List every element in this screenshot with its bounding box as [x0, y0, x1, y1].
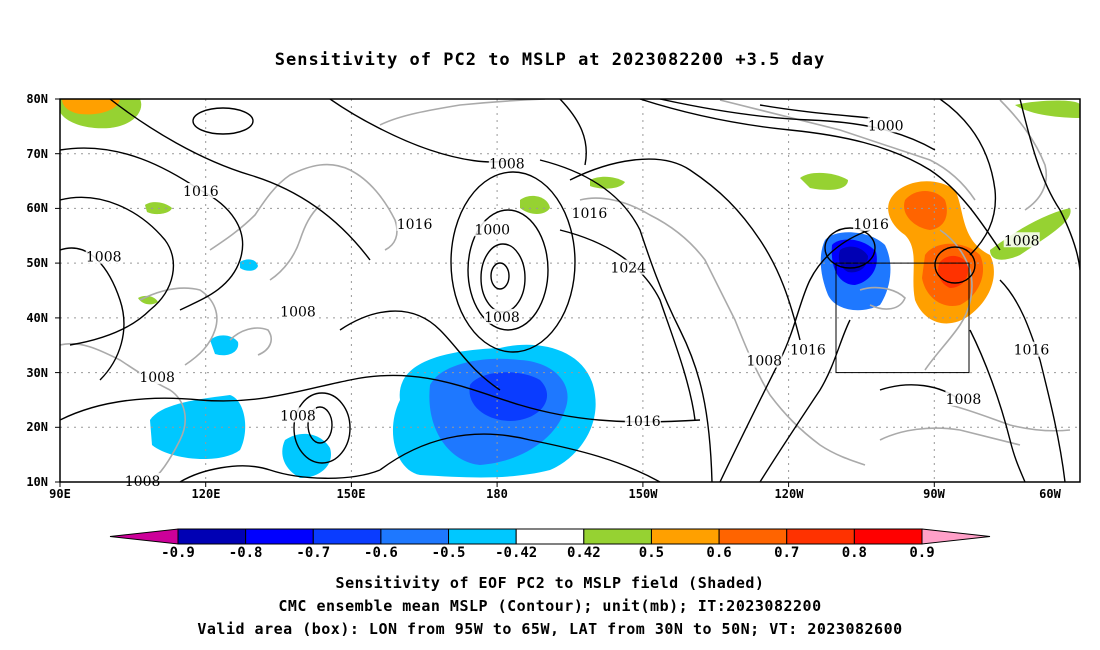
- contour-label-bg: [624, 412, 661, 428]
- colorbar-tick-label: -0.6: [364, 545, 398, 561]
- lon-label-150w: 150W: [628, 487, 658, 501]
- contour-label-bg: [484, 308, 520, 324]
- footer-line-1: Sensitivity of EOF PC2 to MSLP field (Sh…: [335, 574, 765, 592]
- lat-label-30n: 30N: [26, 366, 48, 380]
- lon-label-120w: 120W: [774, 487, 804, 501]
- contour-label-bg: [124, 473, 161, 488]
- contour-label: 1016: [853, 217, 889, 233]
- lat-label-80n: 80N: [26, 92, 48, 106]
- colorbar-tick-label: -0.7: [296, 545, 331, 561]
- contour-label: 1016: [183, 184, 219, 200]
- colorbar-tick-label: -0.5: [431, 545, 466, 561]
- contour-label: 1000: [868, 118, 904, 134]
- coastlines: [60, 99, 1071, 482]
- contour-label-bg: [945, 390, 982, 406]
- contour-label: 1016: [397, 217, 433, 233]
- lat-label-40n: 40N: [26, 311, 48, 325]
- shading-negative-pacific: [150, 259, 596, 478]
- contour-label-bg: [280, 407, 316, 423]
- colorbar-tick-label: 0.42: [566, 545, 601, 561]
- contour-label: 1008: [484, 310, 520, 326]
- map-ticks: [55, 98, 935, 487]
- colorbar-tick-label: -0.9: [161, 545, 195, 561]
- colorbar-tick-label: 0.7: [774, 545, 800, 561]
- contour-label: 1024: [610, 261, 646, 277]
- contour-label: 1016: [572, 206, 608, 222]
- contour-label-bg: [790, 341, 826, 357]
- colorbar-tick-label: -0.8: [228, 545, 263, 561]
- lat-lon-grid: [60, 99, 1080, 482]
- lon-label-180: 180: [486, 487, 508, 501]
- footer-line-2: CMC ensemble mean MSLP (Contour); unit(m…: [278, 597, 822, 615]
- lat-label-70n: 70N: [26, 147, 48, 161]
- colorbar-tick-label: 0.6: [706, 545, 732, 561]
- contour-label-bg: [182, 183, 219, 199]
- contour-label-bg: [853, 215, 890, 231]
- colorbar-tick-label: -0.42: [495, 545, 538, 561]
- contour-label-bg: [746, 352, 783, 368]
- lat-label-50n: 50N: [26, 256, 48, 270]
- contour-label-bg: [396, 215, 433, 231]
- shading-negative-na: [820, 232, 891, 311]
- contour-label-bg: [474, 221, 511, 237]
- contour-label-bg: [610, 259, 647, 275]
- contour-label-bg: [1003, 232, 1040, 248]
- mslp-contours: [60, 99, 1080, 482]
- lat-label-60n: 60N: [26, 201, 48, 215]
- contour-label: 1008: [746, 354, 782, 370]
- contour-label: 1016: [790, 343, 826, 359]
- contour-label-bg: [1013, 341, 1050, 357]
- lat-label-10n: 10N: [26, 475, 48, 489]
- colorbar-tick-label: 0.9: [909, 545, 935, 561]
- contour-label-bg: [571, 204, 608, 220]
- lon-label-90w: 90W: [923, 487, 945, 501]
- contour-label-bg: [867, 117, 904, 133]
- figure-title: Sensitivity of PC2 to MSLP at 2023082200…: [274, 50, 826, 70]
- contour-label-bg: [85, 248, 122, 264]
- contour-label: 1008: [280, 408, 316, 424]
- contour-label: 1008: [1004, 233, 1040, 249]
- map-frame: [59, 98, 1081, 483]
- contour-label: 1008: [86, 250, 122, 266]
- contour-label: 1016: [1014, 343, 1050, 359]
- contour-label: 1008: [280, 304, 316, 320]
- contour-label: 1016: [625, 414, 661, 430]
- contour-label-bg: [139, 369, 176, 385]
- contour-label-bg: [280, 303, 316, 319]
- lon-label-60w: 60W: [1039, 487, 1061, 501]
- lon-label-120e: 120E: [191, 487, 221, 501]
- valid-area-box: [835, 262, 970, 374]
- footer-line-3: Valid area (box): LON from 95W to 65W, L…: [197, 620, 903, 638]
- lon-label-90e: 90E: [49, 487, 71, 501]
- contour-label: 1008: [139, 370, 175, 386]
- colorbar-tick-label: 0.8: [841, 545, 867, 561]
- colorbar-tick-label: 0.5: [638, 545, 665, 561]
- lon-label-150e: 150E: [336, 487, 366, 501]
- contour-label: 1008: [489, 157, 525, 173]
- contour-label: 1008: [946, 392, 982, 408]
- lat-label-20n: 20N: [26, 420, 48, 434]
- contour-labels: 1016 1008 1008 1008 1008 1008 1016 1008 1000 1008…: [85, 117, 1050, 490]
- contour-label-bg: [488, 155, 525, 171]
- contour-label: 1000: [474, 222, 510, 238]
